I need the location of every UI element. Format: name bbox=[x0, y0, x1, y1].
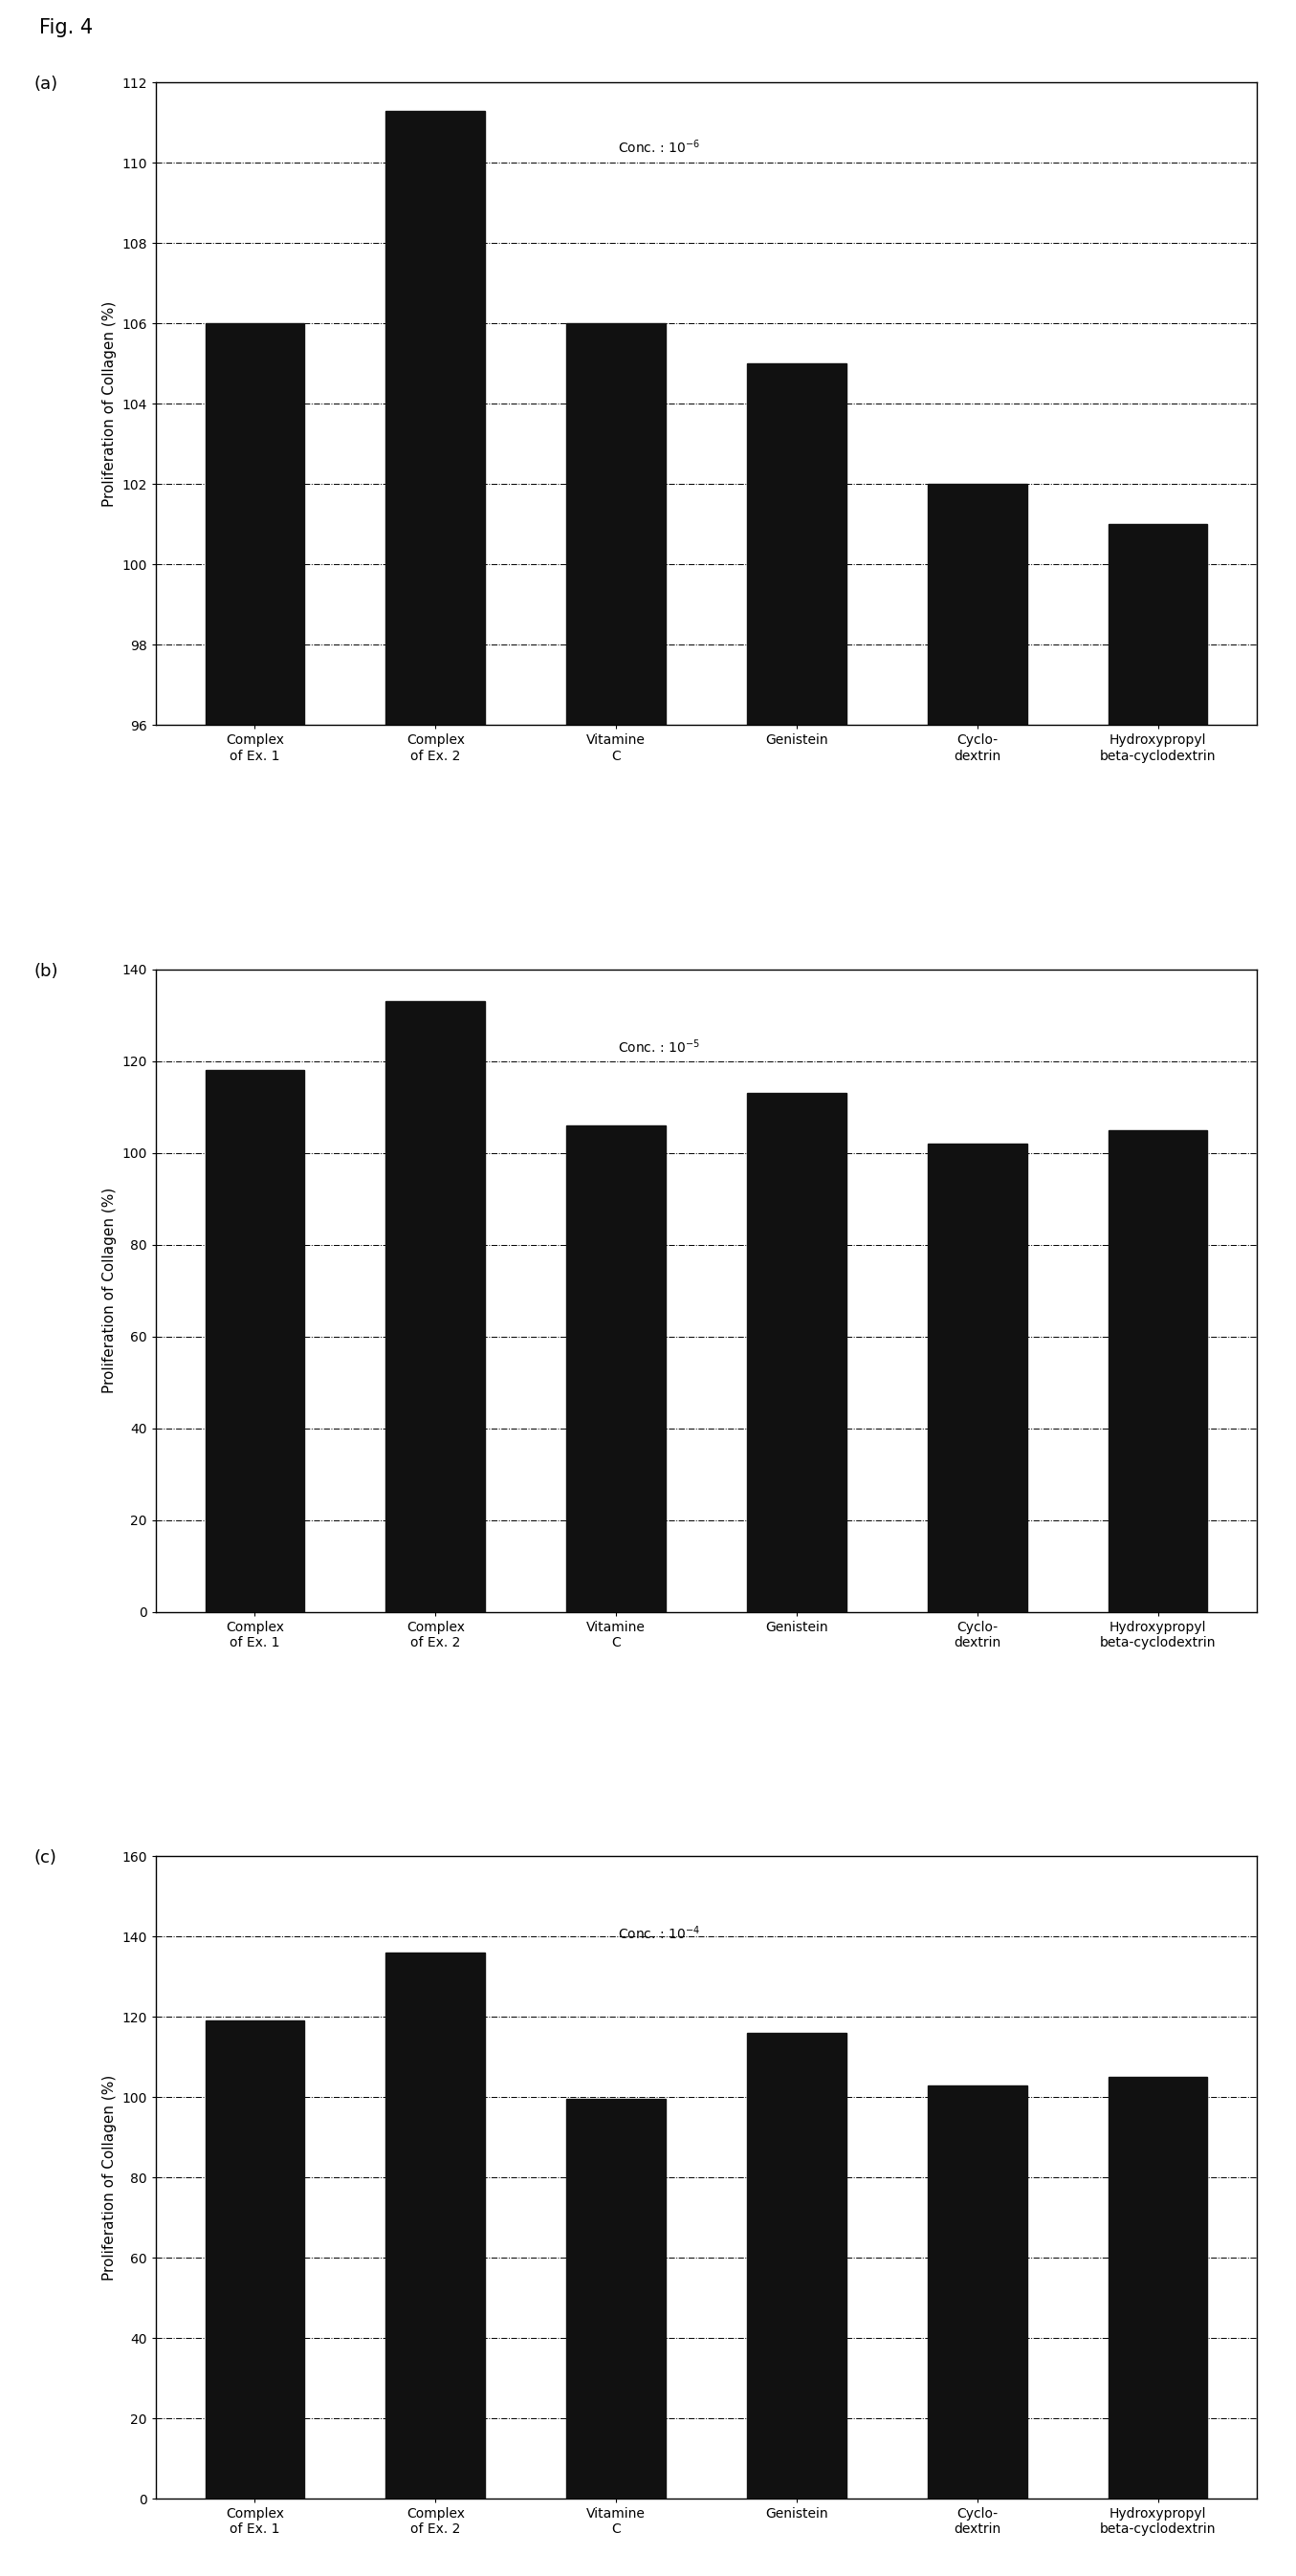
Bar bbox=[1108, 1131, 1208, 1613]
Text: Conc. : $10^{-4}$: Conc. : $10^{-4}$ bbox=[618, 1924, 700, 1942]
Y-axis label: Proliferation of Collagen (%): Proliferation of Collagen (%) bbox=[102, 1188, 117, 1394]
Bar bbox=[566, 1126, 666, 1613]
Y-axis label: Proliferation of Collagen (%): Proliferation of Collagen (%) bbox=[102, 301, 117, 507]
Bar bbox=[928, 484, 1026, 724]
Bar bbox=[1108, 526, 1208, 724]
Bar bbox=[746, 363, 846, 724]
Bar bbox=[746, 2032, 846, 2499]
Text: Fig. 4: Fig. 4 bbox=[39, 18, 92, 36]
Bar bbox=[386, 1953, 485, 2499]
Bar bbox=[928, 2084, 1026, 2499]
Text: Conc. : $10^{-5}$: Conc. : $10^{-5}$ bbox=[618, 1038, 700, 1056]
Text: (c): (c) bbox=[34, 1850, 57, 1868]
Bar bbox=[386, 111, 485, 724]
Bar bbox=[928, 1144, 1026, 1613]
Y-axis label: Proliferation of Collagen (%): Proliferation of Collagen (%) bbox=[102, 2074, 117, 2280]
Bar bbox=[746, 1092, 846, 1613]
Bar bbox=[566, 325, 666, 724]
Text: Conc. : $10^{-6}$: Conc. : $10^{-6}$ bbox=[618, 137, 700, 155]
Bar bbox=[205, 2020, 305, 2499]
Bar bbox=[566, 2099, 666, 2499]
Text: (a): (a) bbox=[34, 77, 58, 93]
Text: (b): (b) bbox=[34, 963, 58, 979]
Bar bbox=[1108, 2076, 1208, 2499]
Bar bbox=[205, 325, 305, 724]
Bar bbox=[386, 1002, 485, 1613]
Bar bbox=[205, 1069, 305, 1613]
